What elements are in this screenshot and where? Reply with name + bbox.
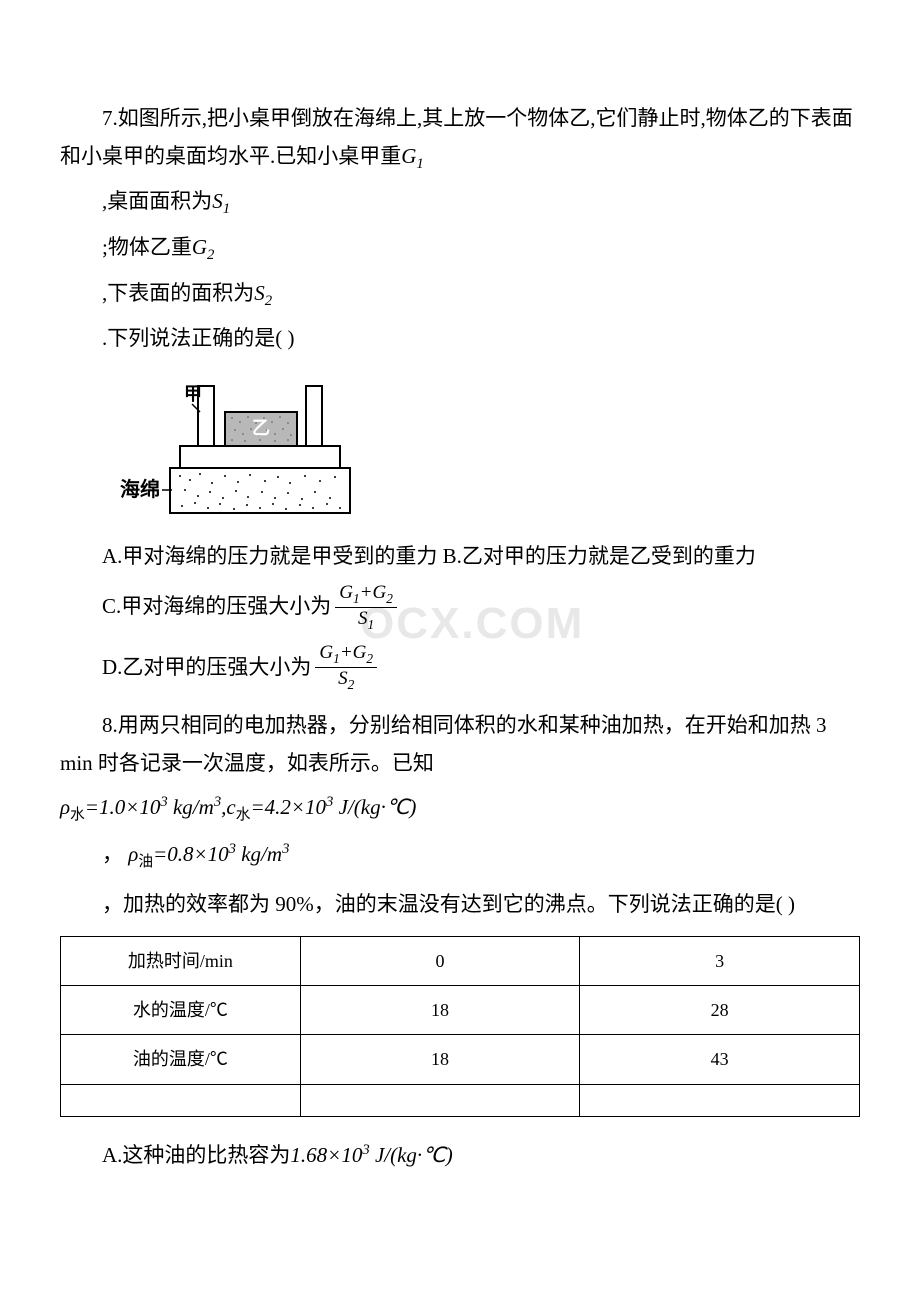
table-cell: 18: [300, 1035, 580, 1084]
q7-diagram: 甲 乙 海绵: [120, 368, 860, 518]
q8-opta-unit: J/(kg·℃): [370, 1143, 453, 1167]
table-cell: [580, 1084, 860, 1116]
table-cell: [61, 1084, 301, 1116]
q7-optc-prefix: C.甲对海绵的压强大小为: [102, 588, 331, 626]
table-cell: 28: [580, 986, 860, 1035]
q7-s2-sub: 2: [265, 293, 272, 309]
q8-f2-rest: =0.8×10: [153, 842, 229, 866]
table-row: 加热时间/min 0 3: [61, 936, 860, 985]
q8-f1-rest2: =4.2×10: [250, 795, 326, 819]
q7-optc-fraction: G1+G2 S1: [335, 582, 397, 633]
q8-rho-oil-sub: 油: [138, 854, 153, 870]
table-row: [61, 1084, 860, 1116]
q7-line3-prefix: ;物体乙重: [102, 235, 192, 259]
label-sponge: 海绵: [120, 477, 160, 501]
q7-optd-prefix: D.乙对甲的压强大小为: [102, 649, 311, 687]
label-yi: 乙: [252, 418, 270, 438]
q8-formula-line2: ， ρ油=0.8×103 kg/m3: [60, 836, 860, 876]
table-row: 水的温度/℃ 18 28: [61, 986, 860, 1035]
q8-f1-rest: =1.0×10: [85, 795, 161, 819]
table-cell: 18: [300, 986, 580, 1035]
q7-line5-text: .下列说法正确的是( ): [102, 326, 295, 350]
q7-intro: 7.如图所示,把小桌甲倒放在海绵上,其上放一个物体乙,它们静止时,物体乙的下表面…: [60, 100, 860, 177]
q7-optd-fraction: G1+G2 S2: [315, 642, 377, 693]
q8-f1-comma: ,c: [221, 795, 236, 819]
q8-f1-exp: 3: [160, 794, 167, 810]
q8-rho-water-sub: 水: [70, 807, 85, 823]
q7-s2: S: [254, 281, 265, 305]
q8-rho-water: ρ: [60, 795, 70, 819]
q8-opta-val: 1.68×10: [290, 1143, 362, 1167]
table-cell: 油的温度/℃: [61, 1035, 301, 1084]
q7-g2-sub: 2: [207, 247, 214, 263]
q7-line4-prefix: ,下表面的面积为: [102, 281, 254, 305]
table-cell: 加热时间/min: [61, 936, 301, 985]
q7-opt-ab-text: A.甲对海绵的压力就是甲受到的重力 B.乙对甲的压力就是乙受到的重力: [102, 544, 756, 568]
q7-line2-prefix: ,桌面面积为: [102, 189, 212, 213]
q7-line4: ,下表面的面积为S2: [60, 275, 860, 315]
table-cell: [300, 1084, 580, 1116]
q7-g1-sub: 1: [416, 156, 423, 172]
q7-line2: ,桌面面积为S1: [60, 183, 860, 223]
table-cell: 43: [580, 1035, 860, 1084]
q7-opt-d: D.乙对甲的压强大小为 G1+G2 S2: [60, 642, 860, 693]
q7-intro-text: 7.如图所示,把小桌甲倒放在海绵上,其上放一个物体乙,它们静止时,物体乙的下表面…: [60, 106, 853, 168]
q8-f2-exp: 3: [229, 841, 236, 857]
table-cell: 3: [580, 936, 860, 985]
q8-table: 加热时间/min 0 3 水的温度/℃ 18 28 油的温度/℃ 18 43: [60, 936, 860, 1117]
q8-f2-exp2: 3: [282, 841, 289, 857]
q7-g2: G: [192, 235, 207, 259]
q8-intro2-text: ，加热的效率都为 90%，油的末温没有达到它的沸点。下列说法正确的是( ): [102, 892, 795, 916]
q8-f1-unit: kg/m: [168, 795, 214, 819]
q8-intro: 8.用两只相同的电加热器，分别给相同体积的水和某种油加热，在开始和加热 3 mi…: [60, 707, 860, 783]
q7-line5: .下列说法正确的是( ): [60, 320, 860, 358]
table-cell: 水的温度/℃: [61, 986, 301, 1035]
diagram-svg: 甲 乙 海绵: [120, 368, 360, 518]
q8-opta-exp: 3: [362, 1142, 369, 1158]
q8-opt-a: A.这种油的比热容为1.68×103 J/(kg·℃): [60, 1137, 860, 1175]
q7-s1-sub: 1: [223, 202, 230, 218]
q7-s1: S: [212, 189, 223, 213]
table-cell: 0: [300, 936, 580, 985]
label-jia: 甲: [184, 384, 202, 404]
q7-line3: ;物体乙重G2: [60, 229, 860, 269]
q8-opta-prefix: A.这种油的比热容为: [102, 1143, 290, 1167]
q8-formula-line1: ρ水=1.0×103 kg/m3,c水=4.2×103 J/(kg·℃): [60, 789, 860, 829]
q7-opt-c: C.甲对海绵的压强大小为 G1+G2 S1: [60, 582, 860, 633]
table-row: 油的温度/℃ 18 43: [61, 1035, 860, 1084]
q8-rho-oil: ρ: [128, 842, 138, 866]
q8-f2-unit: kg/m: [236, 842, 282, 866]
q8-intro2: ，加热的效率都为 90%，油的末温没有达到它的沸点。下列说法正确的是( ): [60, 886, 860, 924]
q8-f1-unit2: J/(kg·℃): [333, 795, 416, 819]
q7-g1: G: [401, 144, 416, 168]
q8-c-water-sub: 水: [236, 807, 251, 823]
q8-intro-text: 8.用两只相同的电加热器，分别给相同体积的水和某种油加热，在开始和加热 3 mi…: [60, 713, 827, 775]
q8-comma: ，: [102, 842, 123, 866]
q7-opt-ab: A.甲对海绵的压力就是甲受到的重力 B.乙对甲的压力就是乙受到的重力: [60, 538, 860, 576]
